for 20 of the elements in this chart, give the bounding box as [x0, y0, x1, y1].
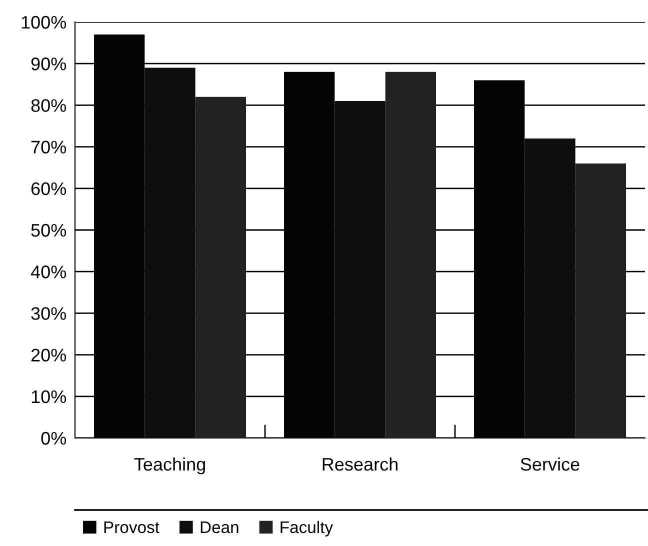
x-tick-label: Research — [322, 457, 398, 471]
y-tick-label: 80% — [31, 99, 66, 112]
y-tick-label: 90% — [31, 58, 66, 70]
y-tick-label: 30% — [31, 307, 66, 320]
y-tick-label: 20% — [31, 348, 66, 362]
x-tick-label: Teaching — [134, 457, 205, 474]
bar — [385, 72, 436, 438]
y-tick-label: 10% — [32, 390, 66, 404]
y-tick-label: 100% — [22, 16, 66, 29]
legend-label: Provost — [104, 522, 160, 534]
y-tick-label: 40% — [30, 266, 66, 278]
legend-label: Dean — [200, 522, 238, 534]
bar — [575, 163, 626, 438]
y-tick-label: 50% — [31, 224, 66, 237]
y-tick-label: 60% — [31, 182, 66, 196]
legend-label: Faculty — [280, 520, 334, 536]
y-tick-label: 70% — [31, 140, 66, 154]
y-tick-label: 0% — [41, 432, 66, 445]
bar — [195, 96, 246, 438]
x-tick-label: Service — [520, 457, 580, 471]
